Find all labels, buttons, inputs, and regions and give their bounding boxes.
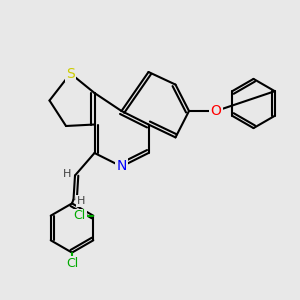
Text: H: H: [63, 169, 72, 179]
Text: S: S: [66, 67, 75, 80]
Text: O: O: [211, 104, 221, 118]
Text: N: N: [116, 160, 127, 173]
Text: Cl: Cl: [66, 256, 78, 270]
Text: H: H: [77, 196, 85, 206]
Text: Cl: Cl: [74, 209, 86, 222]
